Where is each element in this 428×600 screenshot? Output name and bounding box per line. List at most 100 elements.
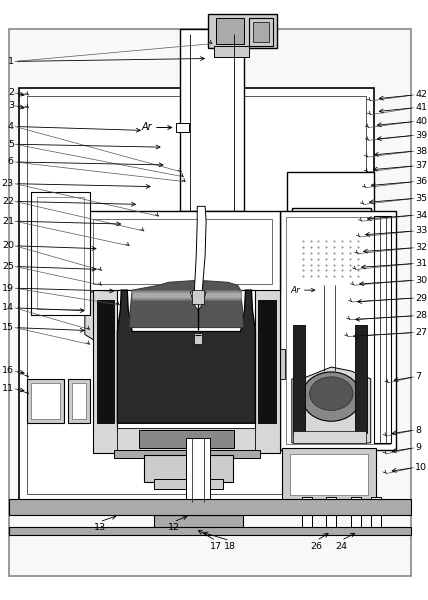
Bar	[31, 191, 90, 315]
Bar	[117, 290, 256, 430]
Text: 2: 2	[8, 88, 14, 97]
Bar	[117, 428, 256, 453]
Polygon shape	[292, 367, 371, 443]
Bar	[192, 290, 204, 304]
Bar	[27, 379, 64, 423]
Bar	[287, 172, 374, 213]
Bar	[132, 290, 241, 300]
Bar	[93, 219, 272, 284]
Text: 17: 17	[210, 542, 222, 551]
Text: 31: 31	[415, 259, 427, 268]
Text: 38: 38	[415, 146, 427, 155]
Bar	[72, 383, 86, 419]
Text: 9: 9	[415, 443, 421, 452]
Polygon shape	[117, 290, 256, 423]
Text: 11: 11	[2, 384, 14, 393]
Bar	[282, 448, 376, 502]
Text: 25: 25	[2, 262, 14, 271]
Bar	[277, 349, 285, 379]
Text: 33: 33	[415, 226, 427, 235]
Bar	[253, 22, 269, 42]
Bar	[250, 18, 273, 46]
Bar	[97, 300, 114, 423]
Bar	[280, 211, 396, 450]
Bar	[216, 18, 244, 44]
Text: 42: 42	[415, 91, 427, 100]
Text: 21: 21	[2, 217, 14, 226]
Bar	[286, 217, 390, 444]
Polygon shape	[238, 292, 279, 340]
Text: 8: 8	[415, 425, 421, 434]
Text: 41: 41	[415, 103, 427, 112]
Bar	[318, 285, 341, 371]
Bar	[287, 211, 374, 223]
Text: 30: 30	[415, 276, 427, 285]
Polygon shape	[312, 280, 351, 290]
Polygon shape	[129, 280, 244, 328]
Text: 22: 22	[2, 197, 14, 206]
Bar	[355, 325, 367, 433]
Bar	[27, 96, 366, 494]
Ellipse shape	[309, 377, 353, 410]
Text: 36: 36	[415, 177, 427, 186]
Text: 29: 29	[415, 293, 427, 302]
Bar	[85, 211, 280, 292]
Bar	[19, 88, 374, 502]
Bar	[194, 332, 202, 344]
Bar	[154, 479, 223, 489]
Bar	[36, 197, 84, 309]
Bar	[139, 430, 234, 448]
Text: 3: 3	[8, 101, 14, 110]
Bar	[68, 379, 90, 423]
Bar	[175, 122, 189, 133]
Bar	[181, 29, 244, 211]
Text: 14: 14	[2, 304, 14, 313]
Text: 18: 18	[224, 542, 236, 551]
Bar	[114, 450, 260, 458]
Text: 7: 7	[415, 373, 421, 382]
Text: 5: 5	[8, 140, 14, 149]
Text: 28: 28	[415, 311, 427, 320]
Text: 6: 6	[8, 157, 14, 166]
Bar	[302, 497, 312, 532]
Bar	[292, 208, 371, 285]
Text: 32: 32	[415, 243, 427, 252]
Polygon shape	[190, 292, 206, 310]
Text: 34: 34	[415, 211, 427, 220]
Bar	[293, 431, 366, 443]
Bar	[374, 216, 392, 443]
Text: 39: 39	[415, 131, 427, 140]
Polygon shape	[85, 292, 129, 340]
Bar	[212, 499, 228, 517]
Text: 26: 26	[310, 542, 323, 551]
Text: Ar: Ar	[291, 286, 301, 295]
Text: Ar: Ar	[141, 122, 152, 133]
Bar	[9, 499, 411, 515]
Text: 40: 40	[415, 117, 427, 126]
Text: 15: 15	[2, 323, 14, 332]
Ellipse shape	[302, 372, 361, 421]
Bar	[327, 497, 336, 532]
Text: 24: 24	[335, 542, 347, 551]
Text: 4: 4	[8, 122, 14, 131]
Text: 13: 13	[94, 523, 106, 532]
Text: 23: 23	[2, 179, 14, 188]
Polygon shape	[297, 236, 366, 280]
Bar	[208, 14, 277, 47]
Bar	[144, 455, 233, 482]
Text: 19: 19	[2, 284, 14, 293]
Bar	[31, 383, 60, 419]
Bar	[154, 515, 243, 529]
Text: 16: 16	[2, 367, 14, 376]
Bar	[186, 438, 210, 502]
Text: 1: 1	[8, 57, 14, 66]
Text: 37: 37	[415, 161, 427, 170]
Bar	[259, 300, 276, 423]
Bar	[371, 497, 380, 532]
Text: 12: 12	[168, 523, 180, 532]
Bar	[293, 325, 305, 433]
Bar	[166, 499, 182, 517]
Text: 20: 20	[2, 241, 14, 250]
Polygon shape	[194, 206, 206, 292]
Text: 10: 10	[415, 463, 427, 472]
